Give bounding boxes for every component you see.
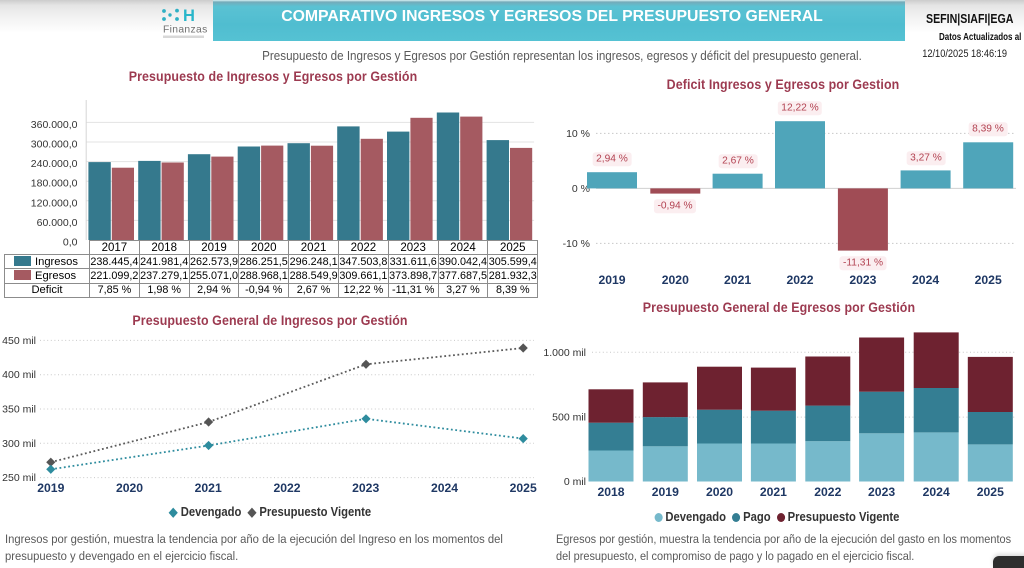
svg-text:-10 %: -10 % — [563, 238, 590, 250]
svg-text:2023: 2023 — [849, 273, 876, 287]
svg-text:240.000,0: 240.000,0 — [31, 158, 78, 170]
svg-text:10 %: 10 % — [566, 128, 590, 140]
svg-text:2019: 2019 — [37, 481, 64, 495]
svg-text:300.000,0: 300.000,0 — [31, 139, 78, 151]
svg-text:500 mil: 500 mil — [552, 412, 586, 424]
svg-text:2020: 2020 — [116, 481, 143, 495]
svg-text:400 mil: 400 mil — [2, 369, 36, 381]
svg-text:0 %: 0 % — [572, 183, 590, 195]
svg-text:2021: 2021 — [760, 485, 787, 499]
svg-text:2025: 2025 — [977, 485, 1004, 499]
svg-text:2019: 2019 — [652, 485, 679, 499]
svg-text:120.000,0: 120.000,0 — [31, 197, 78, 209]
svg-text:2021: 2021 — [724, 273, 751, 287]
svg-text:2022: 2022 — [814, 485, 841, 499]
svg-text:180.000,0: 180.000,0 — [31, 178, 78, 190]
svg-text:0 mil: 0 mil — [564, 476, 586, 488]
svg-text:2021: 2021 — [195, 481, 222, 495]
svg-text:2022: 2022 — [273, 481, 300, 495]
svg-text:2020: 2020 — [706, 485, 733, 499]
svg-text:2023: 2023 — [352, 481, 379, 495]
svg-text:H: H — [183, 7, 195, 25]
svg-text:Finanzas: Finanzas — [163, 25, 208, 36]
svg-text:2022: 2022 — [786, 273, 813, 287]
svg-text:2025: 2025 — [510, 481, 537, 495]
svg-text:2024: 2024 — [923, 485, 950, 499]
svg-text:2024: 2024 — [431, 481, 458, 495]
svg-text:360.000,0: 360.000,0 — [31, 119, 78, 131]
svg-text:2020: 2020 — [662, 273, 689, 287]
svg-text:60.000,0: 60.000,0 — [37, 217, 78, 229]
svg-text:450 mil: 450 mil — [2, 335, 36, 347]
svg-text:2018: 2018 — [597, 485, 624, 499]
svg-text:350 mil: 350 mil — [2, 404, 36, 416]
svg-text:2025: 2025 — [975, 273, 1002, 287]
svg-text:250 mil: 250 mil — [2, 472, 36, 484]
svg-text:1.000 mil: 1.000 mil — [543, 347, 586, 359]
svg-text:300 mil: 300 mil — [2, 438, 36, 450]
svg-text:2023: 2023 — [868, 485, 895, 499]
svg-text:2024: 2024 — [912, 273, 939, 287]
svg-text:2019: 2019 — [598, 273, 625, 287]
